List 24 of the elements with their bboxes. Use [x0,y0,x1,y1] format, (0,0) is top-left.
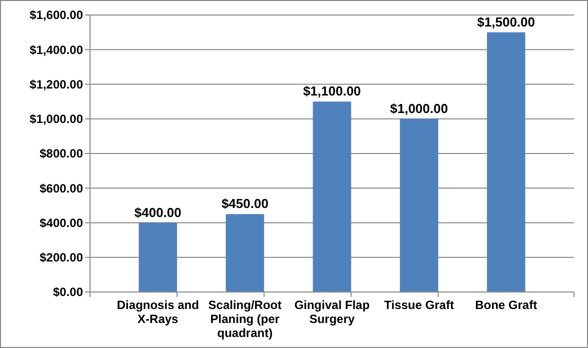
data-label: $1,500.00 [477,14,536,30]
x-tick-label: Diagnosis and X-Rays [116,298,199,326]
y-tick-label: $600.00 [40,181,84,196]
bar [226,214,264,292]
x-tick-label: Tissue Graft [384,298,454,312]
y-tick-label: $1,400.00 [30,42,84,57]
bar [138,222,178,292]
bar [486,32,526,292]
y-tick-label: $1,000.00 [30,112,84,126]
bar [400,118,438,292]
x-tick-label: Scaling/Root Planing (per quadrant) [208,298,282,340]
x-tick-label: Bone Graft [475,298,538,312]
data-label: $450.00 [221,196,268,212]
y-tick-label: $0.00 [52,285,84,300]
data-label: $400.00 [134,204,182,220]
y-tick-label: $1,600.00 [30,8,84,22]
y-tick-label: $800.00 [40,146,84,161]
y-tick-label: $400.00 [40,216,84,230]
x-tick-label: Gingival Flap Surgery [294,298,370,326]
bar [312,102,352,292]
y-tick-label: $200.00 [40,250,84,265]
data-label: $1,100.00 [303,84,361,99]
y-tick-label: $1,200.00 [30,77,84,92]
data-label: $1,000.00 [390,100,448,116]
